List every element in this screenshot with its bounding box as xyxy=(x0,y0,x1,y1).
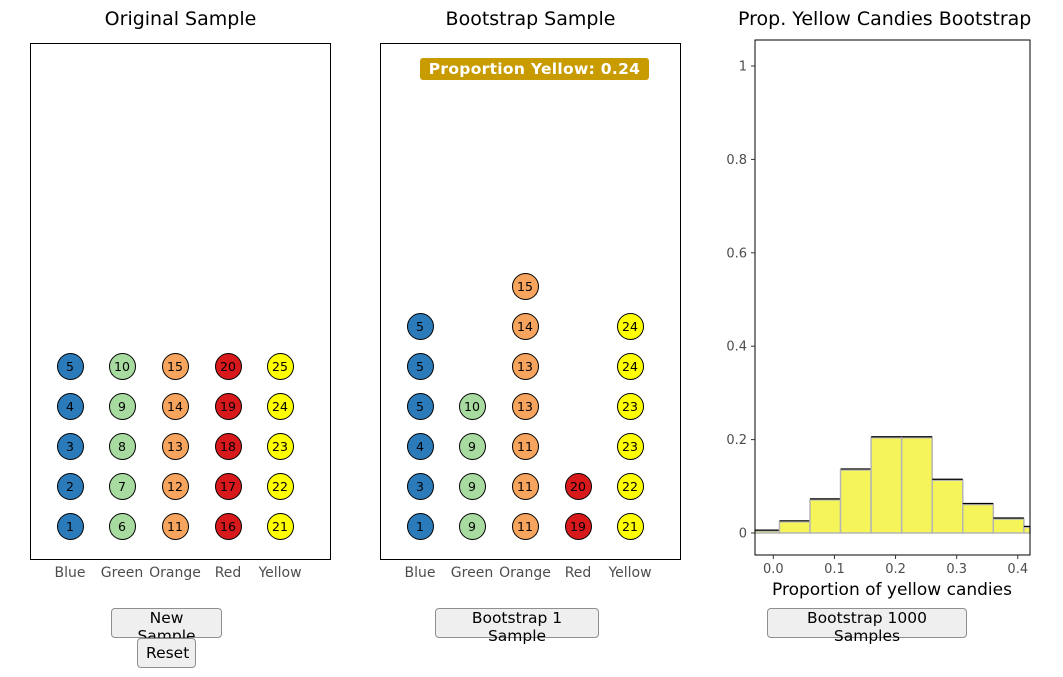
histogram-bars xyxy=(754,436,1031,534)
bootstrap-ball-yellow: 21 xyxy=(616,512,644,540)
histogram-bar-2 xyxy=(809,499,842,534)
bootstrap-ball-blue: 1 xyxy=(406,512,434,540)
bootstrap-ball-orange: 13 xyxy=(511,352,539,380)
bootstrap-ball-yellow: 23 xyxy=(616,432,644,460)
new-sample-button[interactable]: New Sample xyxy=(111,608,222,645)
original-ball-yellow: 25 xyxy=(266,352,294,380)
original-ball-orange: 12 xyxy=(161,472,189,500)
bootstrap-ball-yellow: 24 xyxy=(616,312,644,340)
original-ball-orange: 11 xyxy=(161,512,189,540)
original-ball-green: 6 xyxy=(108,512,136,540)
histogram-x-label: Proportion of yellow candies xyxy=(772,580,1012,600)
histogram-y-tick-label: 1 xyxy=(739,60,747,75)
histogram-bar-1 xyxy=(778,521,811,534)
bootstrap-ball-blue: 5 xyxy=(406,352,434,380)
original-sample-title: Original Sample xyxy=(104,8,257,30)
original-ball-red: 16 xyxy=(214,512,242,540)
original-ball-orange: 14 xyxy=(161,392,189,420)
histogram-x-tick-label: 0.1 xyxy=(824,562,845,577)
histogram-bar-5 xyxy=(900,436,933,534)
bootstrap-ball-green: 9 xyxy=(458,512,486,540)
bootstrap-ball-blue: 5 xyxy=(406,392,434,420)
original-ball-orange: 13 xyxy=(161,432,189,460)
original-ball-yellow: 21 xyxy=(266,512,294,540)
bootstrap-one-sample-button[interactable]: Bootstrap 1 Sample xyxy=(435,608,599,645)
original-category-label-red: Red xyxy=(214,565,242,581)
bootstrap-category-label-red: Red xyxy=(564,565,592,581)
bootstrap-ball-green: 9 xyxy=(458,432,486,460)
original-ball-blue: 1 xyxy=(56,512,84,540)
original-ball-red: 17 xyxy=(214,472,242,500)
bootstrap-ball-orange: 15 xyxy=(511,272,539,300)
histogram-y-tick-label: 0 xyxy=(739,527,747,542)
original-ball-green: 7 xyxy=(108,472,136,500)
original-ball-red: 20 xyxy=(214,352,242,380)
histogram-x-tick-label: 0.0 xyxy=(763,562,784,577)
bootstrap-ball-blue: 4 xyxy=(406,432,434,460)
bootstrap-category-label-yellow: Yellow xyxy=(608,565,652,581)
original-ball-blue: 4 xyxy=(56,392,84,420)
bootstrap-category-label-blue: Blue xyxy=(404,565,436,581)
original-category-label-green: Green xyxy=(100,565,144,581)
bootstrap-category-label-orange: Orange xyxy=(499,565,551,581)
histogram-axes: 0 0.2 0.4 0.6 0.8 1 0.0 0.1 0.2 0.3 0.4 xyxy=(726,39,1031,577)
bootstrap-ball-orange: 11 xyxy=(511,472,539,500)
bootstrap-ball-blue: 5 xyxy=(406,312,434,340)
original-ball-orange: 15 xyxy=(161,352,189,380)
original-ball-blue: 2 xyxy=(56,472,84,500)
original-ball-green: 9 xyxy=(108,392,136,420)
original-ball-yellow: 24 xyxy=(266,392,294,420)
histogram-bar-9 xyxy=(1023,526,1031,534)
original-ball-yellow: 22 xyxy=(266,472,294,500)
bootstrap-ball-red: 20 xyxy=(564,472,592,500)
histogram-y-tick-label: 0.4 xyxy=(726,340,747,355)
bootstrap-category-label-green: Green xyxy=(450,565,494,581)
bootstrap-sample-title: Bootstrap Sample xyxy=(445,8,616,30)
original-ball-blue: 5 xyxy=(56,352,84,380)
histogram-x-tick-label: 0.3 xyxy=(946,562,967,577)
histogram-x-tick-label: 0.4 xyxy=(1007,562,1028,577)
histogram-x-tick-label: 0.2 xyxy=(885,562,906,577)
proportion-yellow-badge: Proportion Yellow: 0.24 xyxy=(420,58,649,80)
histogram-y-tick-label: 0.6 xyxy=(726,246,747,261)
bootstrap-ball-blue: 3 xyxy=(406,472,434,500)
original-ball-red: 19 xyxy=(214,392,242,420)
bootstrap-ball-orange: 13 xyxy=(511,392,539,420)
reset-button[interactable]: Reset xyxy=(137,638,196,668)
original-category-label-yellow: Yellow xyxy=(258,565,302,581)
histogram-y-tick-label: 0.8 xyxy=(726,153,747,168)
bootstrap-ball-yellow: 24 xyxy=(616,352,644,380)
histogram-frame xyxy=(754,39,1031,556)
original-category-label-blue: Blue xyxy=(54,565,86,581)
bootstrap-histogram: 0 0.2 0.4 0.6 0.8 1 0.0 0.1 0.2 0.3 0.4 Proportion… xyxy=(726,39,1031,600)
original-ball-blue: 3 xyxy=(56,432,84,460)
original-ball-green: 10 xyxy=(108,352,136,380)
histogram-bar-3 xyxy=(839,469,872,534)
bootstrap-ball-red: 19 xyxy=(564,512,592,540)
histogram-bar-6 xyxy=(931,479,964,534)
histogram-bar-8 xyxy=(992,518,1025,534)
bootstrap-ball-orange: 11 xyxy=(511,432,539,460)
original-ball-green: 8 xyxy=(108,432,136,460)
original-ball-yellow: 23 xyxy=(266,432,294,460)
histogram-bar-7 xyxy=(962,503,995,534)
original-ball-red: 18 xyxy=(214,432,242,460)
histogram-y-tick-label: 0.2 xyxy=(726,433,747,448)
original-category-label-orange: Orange xyxy=(149,565,201,581)
bootstrap-ball-orange: 14 xyxy=(511,312,539,340)
bootstrap-ball-yellow: 22 xyxy=(616,472,644,500)
histogram-bar-0 xyxy=(754,530,781,534)
bootstrap-ball-green: 10 xyxy=(458,392,486,420)
bootstrap-thousand-samples-button[interactable]: Bootstrap 1000 Samples xyxy=(767,608,967,645)
bootstrap-ball-orange: 11 xyxy=(511,512,539,540)
histogram-title: Prop. Yellow Candies Bootstrap xyxy=(738,8,1032,30)
bootstrap-ball-green: 9 xyxy=(458,472,486,500)
bootstrap-ball-yellow: 23 xyxy=(616,392,644,420)
histogram-bar-4 xyxy=(870,436,903,534)
